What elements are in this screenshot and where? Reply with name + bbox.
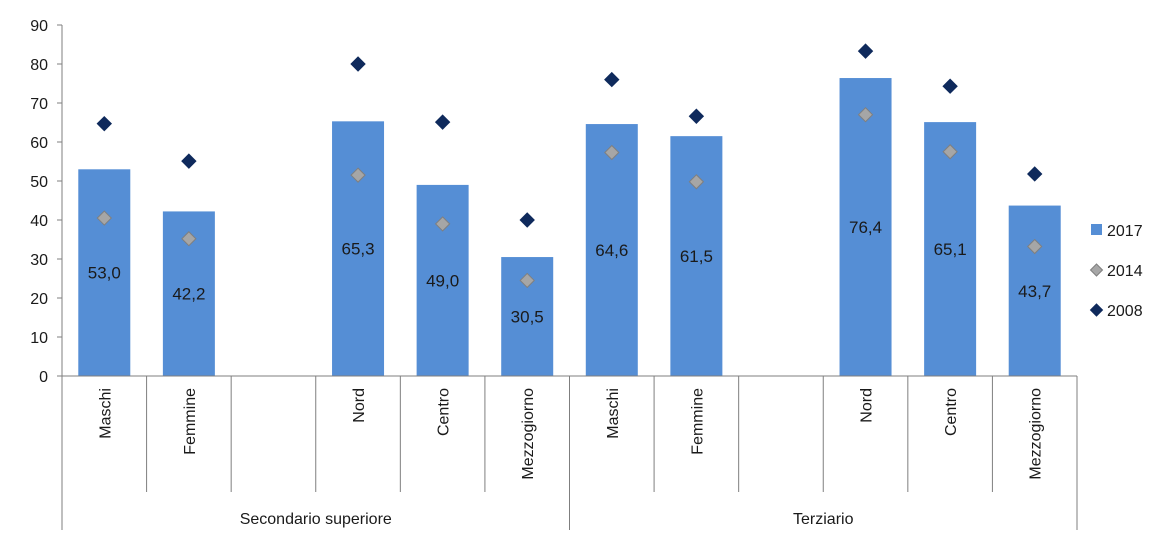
bar-2017-10 <box>924 122 977 376</box>
y-tick-label: 80 <box>30 57 48 74</box>
x-category-label: Mezzogiorno <box>520 388 537 480</box>
y-tick-label: 40 <box>30 213 48 230</box>
marker-2014-9 <box>857 106 874 123</box>
data-labels: 53,0 42,2 65,3 49,0 30,5 64,6 61,5 76,4 65,1 43,7 <box>88 218 1052 327</box>
data-label-2017-0: 53,0 <box>88 264 121 283</box>
y-tick-label: 0 <box>39 369 48 386</box>
marker-2008-7 <box>688 108 705 124</box>
x-group-label: Terziario <box>793 511 854 528</box>
x-category-label: Femmine <box>689 388 706 455</box>
marker-2008-1 <box>181 153 197 169</box>
x-category-label: Centro <box>943 388 960 436</box>
marker-2008-0 <box>96 115 112 132</box>
data-label-2017-3: 65,3 <box>341 240 374 259</box>
bar-2017-0 <box>78 169 131 376</box>
legend-swatch-2017 <box>1091 224 1102 235</box>
legend-label-2014: 2014 <box>1107 263 1143 280</box>
marker-2014-6 <box>604 144 620 161</box>
legend-label-2017: 2017 <box>1107 223 1143 240</box>
x-category-label: Centro <box>436 388 453 436</box>
x-category-label: Nord <box>859 388 876 423</box>
marker-2014-10 <box>942 144 958 160</box>
marker-2008-3 <box>350 56 366 72</box>
y-tick-label: 90 <box>30 18 48 35</box>
y-tick-label: 60 <box>30 135 48 152</box>
x-category-label: Maschi <box>605 388 622 439</box>
y-tick-label: 70 <box>30 96 48 113</box>
y-tick-label: 10 <box>30 330 48 347</box>
marker-2008-5 <box>519 212 535 228</box>
marker-2014-1 <box>181 231 197 247</box>
marker-2014-11 <box>1027 238 1043 255</box>
bars-series-2017 <box>78 78 1061 376</box>
marker-series <box>96 43 1043 289</box>
marker-2014-4 <box>434 216 451 232</box>
x-axis: Maschi Femmine Nord Centro Mezzogiorno Maschi… <box>61 375 1078 530</box>
y-axis: 0 10 20 30 40 50 60 70 80 90 <box>30 18 63 386</box>
legend-swatch-2014 <box>1089 263 1104 277</box>
x-group-label: Secondario superiore <box>240 511 392 528</box>
data-label-2017-4: 49,0 <box>426 271 459 290</box>
legend-swatch-2008 <box>1089 303 1104 317</box>
bar-2017-9 <box>839 78 892 376</box>
bar-2017-3 <box>332 121 385 376</box>
x-category-label: Mezzogiorno <box>1028 388 1045 480</box>
data-label-2017-5: 30,5 <box>511 308 544 327</box>
bar-2017-11 <box>1008 205 1061 376</box>
legend: 2017 2014 2008 <box>1089 223 1143 320</box>
marker-2008-11 <box>1027 166 1043 182</box>
y-tick-label: 30 <box>30 252 48 269</box>
x-category-label: Nord <box>351 388 368 423</box>
marker-2008-4 <box>434 114 451 130</box>
marker-2014-5 <box>519 272 535 289</box>
y-tick-label: 20 <box>30 291 48 308</box>
legend-label-2008: 2008 <box>1107 303 1143 320</box>
marker-2014-7 <box>688 174 705 190</box>
data-label-2017-7: 61,5 <box>680 247 713 266</box>
marker-2014-0 <box>96 210 112 226</box>
bar-2017-6 <box>585 124 638 376</box>
x-category-label: Maschi <box>97 388 114 439</box>
marker-2008-9 <box>857 43 874 59</box>
y-tick-label: 50 <box>30 174 48 191</box>
data-label-2017-1: 42,2 <box>172 285 205 304</box>
marker-2008-10 <box>942 78 958 94</box>
marker-2014-3 <box>350 167 366 183</box>
x-category-label: Femmine <box>182 388 199 455</box>
data-label-2017-11: 43,7 <box>1018 282 1051 301</box>
data-label-2017-9: 76,4 <box>849 218 882 237</box>
marker-2008-6 <box>604 71 620 88</box>
data-label-2017-6: 64,6 <box>595 241 628 260</box>
data-label-2017-10: 65,1 <box>934 240 967 259</box>
